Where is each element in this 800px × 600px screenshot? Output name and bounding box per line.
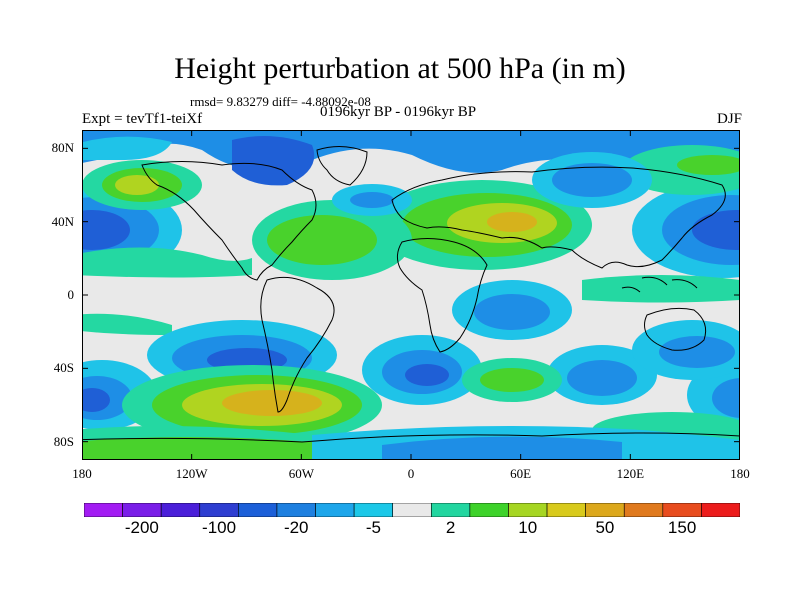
lon-tick-label: 0 [407, 466, 415, 481]
colorbar-swatch [701, 503, 740, 517]
colorbar-swatch [469, 503, 509, 517]
colorbar-label: -20 [283, 518, 309, 537]
coastline-eurasia [391, 166, 726, 269]
lon-tick-label: 60W [288, 466, 314, 481]
lat-tick-label: 80N [51, 140, 74, 156]
colorbar-label: -100 [202, 518, 237, 537]
colorbar-swatch [122, 503, 162, 517]
positive-anomaly-north [82, 145, 740, 280]
season-label: DJF [716, 111, 742, 127]
lat-tick-label: 40N [51, 213, 74, 229]
colorbar-swatch [662, 503, 702, 517]
lon-tick-label: 180 [730, 466, 750, 481]
lon-tick-label: 60E [510, 466, 532, 481]
colorbar-swatch [508, 503, 548, 517]
negative-anomaly-asia [332, 152, 652, 216]
negative-anomaly-south [82, 280, 740, 430]
experiment-label: Expt = tevTf1-teiXf [82, 111, 203, 127]
rmsd-diff-stats: rmsd= 9.83279 diff= -4.88092e-08 [190, 94, 371, 109]
colorbar-label: 10 [518, 518, 538, 537]
coastline-antarctica [82, 432, 740, 443]
colorbar-swatch [276, 503, 316, 517]
negative-anomaly-north [82, 130, 740, 186]
colorbar-swatch [199, 503, 239, 517]
colorbar-label: -200 [124, 518, 159, 537]
colorbar-swatch [623, 503, 664, 517]
coastline-maritime-continent [621, 276, 698, 293]
plot-title: Height perturbation at 500 hPa (in m) [174, 52, 626, 85]
contour-map [81, 130, 741, 460]
coastline-australia [644, 307, 707, 351]
colorbar-label: 2 [445, 518, 456, 537]
colorbar-swatch [585, 503, 625, 517]
coastline-north-america [141, 161, 317, 281]
colorbar-swatch [160, 503, 201, 517]
period-label: 0196kyr BP - 0196kyr BP [320, 104, 477, 120]
colorbar-swatch [353, 503, 394, 517]
positive-anomaly-tropics [82, 247, 740, 335]
lat-tick-label: 80S [53, 433, 74, 449]
coastline-africa [396, 238, 488, 353]
colorbar-label: 150 [667, 518, 697, 537]
colorbar-swatch [315, 503, 355, 517]
lon-tick-label: 120W [175, 466, 208, 481]
lon-tick-label: 120E [616, 466, 645, 481]
lon-tick-label: 180 [72, 466, 92, 481]
colorbar-swatch [84, 503, 123, 517]
colorbar-label: 50 [595, 518, 615, 537]
negative-anomaly-antarctic [82, 426, 740, 460]
lat-tick-label: 0 [67, 287, 75, 302]
colorbar-swatch [392, 503, 432, 517]
colorbar-label: -5 [365, 518, 381, 537]
colorbar-swatch [238, 503, 278, 517]
colorbar-swatch [430, 503, 471, 517]
coastlines [82, 146, 740, 443]
colorbar [84, 503, 740, 517]
map-panel [81, 130, 741, 460]
colorbar-swatch [546, 503, 586, 517]
coastline-south-america [260, 276, 335, 413]
lat-tick-label: 40S [53, 360, 74, 376]
coastline-greenland [316, 146, 368, 186]
